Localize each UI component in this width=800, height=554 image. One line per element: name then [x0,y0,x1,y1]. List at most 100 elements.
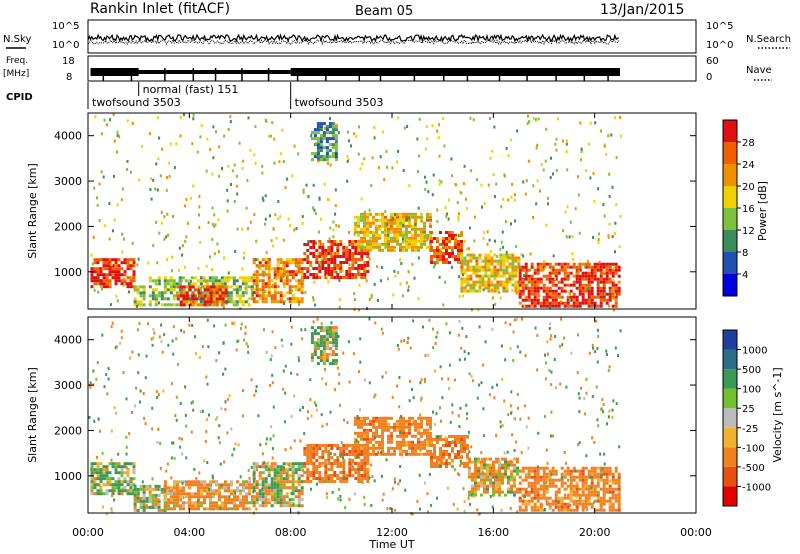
heatmap-cell [288,291,292,295]
heatmap-cell [321,252,325,255]
heatmap-cell [557,301,561,305]
heatmap-scatter-cell [386,165,389,169]
heatmap-scatter-cell [290,289,293,293]
heatmap-cell [114,486,118,490]
heatmap-cell [327,261,331,264]
heatmap-cell [330,240,334,243]
heatmap-cell [136,487,140,491]
heatmap-cell [279,486,283,490]
heatmap-cell [566,298,570,302]
heatmap-cell [554,289,558,293]
heatmap-cell [489,481,492,485]
freq-band-3 [290,68,620,76]
heatmap-cell [218,504,221,508]
heatmap-scatter-cell [477,512,480,516]
heatmap-cell [318,480,322,483]
heatmap-cell [191,285,195,289]
heatmap-cell [387,239,390,243]
heatmap-cell [223,279,227,283]
heatmap-cell [608,292,612,296]
heatmap-cell [360,267,364,270]
heatmap-cell [430,231,433,234]
heatmap-cell [587,496,591,500]
heatmap-cell [384,233,387,237]
heatmap-cell [164,483,167,487]
heatmap-cell [267,291,271,295]
heatmap-cell [136,288,140,292]
heatmap-scatter-cell [413,276,416,280]
heatmap-cell [309,474,313,477]
heatmap-scatter-cell [252,479,255,483]
heatmap-cell [477,469,480,473]
heatmap-cell [614,268,618,272]
heatmap-cell [197,495,200,499]
heatmap-cell [463,277,467,281]
heatmap-cell [297,495,301,499]
heatmap-cell [300,498,304,502]
heatmap-cell [396,434,399,438]
heatmap-cell [164,507,167,511]
heatmap-scatter-cell [507,198,510,202]
heatmap-cell [527,304,531,308]
heatmap-scatter-cell [538,294,541,298]
heatmap-scatter-cell [342,456,344,460]
heatmap-cell [518,277,522,281]
heatmap-cell [584,289,588,293]
heatmap-cell [417,239,420,243]
heatmap-cell [102,273,106,277]
heatmap-cell [521,283,525,287]
heatmap-scatter-cell [221,166,223,170]
heatmap-cell [132,483,136,487]
heatmap-cell [502,274,506,278]
heatmap-cell [545,478,549,482]
heatmap-cell [516,460,519,464]
heatmap-cell [345,261,349,264]
heatmap-scatter-cell [295,298,298,302]
heatmap-cell [319,329,323,333]
heatmap-cell [157,508,161,512]
heatmap-cell [245,507,248,511]
heatmap-scatter-cell [358,269,361,273]
heatmap-scatter-cell [274,213,277,217]
heatmap-scatter-cell [543,259,546,263]
heatmap-cell [518,496,522,500]
heatmap-cell [587,499,591,503]
heatmap-scatter-cell [478,269,481,273]
heatmap-cell [530,265,534,269]
heatmap-scatter-cell [460,191,463,195]
heatmap-cell [255,495,259,499]
heatmap-scatter-cell [562,139,565,143]
heatmap-cell [176,489,179,493]
heatmap-cell [114,261,118,265]
heatmap-cell [163,291,167,295]
heatmap-scatter-cell [198,194,201,198]
heatmap-cell [312,246,316,249]
heatmap-cell [614,466,618,470]
heatmap-cell [405,242,408,246]
heatmap-scatter-cell [536,465,539,469]
heatmap-cell [602,490,606,494]
heatmap-cell [369,440,372,444]
heatmap-cell [348,258,352,261]
heatmap-cell [148,490,152,494]
heatmap-cell [90,285,94,289]
heatmap-cell [348,267,352,270]
heatmap-scatter-cell [198,471,201,475]
heatmap-cell [255,294,259,298]
heatmap-cell [360,419,363,423]
heatmap-cell [420,446,423,450]
heatmap-cell [334,149,338,153]
heatmap-cell [252,501,256,505]
heatmap-cell [354,419,357,423]
heatmap-cell [108,471,112,475]
heatmap-cell [533,475,537,479]
heatmap-cell [154,484,158,488]
heatmap-cell [345,246,349,249]
heatmap-cell [495,487,498,491]
heatmap-scatter-cell [432,410,434,414]
heatmap-cell [375,233,378,237]
heatmap-cell [486,457,489,461]
heatmap-scatter-cell [320,217,323,221]
heatmap-cell [442,255,445,258]
heatmap-cell [232,300,236,304]
